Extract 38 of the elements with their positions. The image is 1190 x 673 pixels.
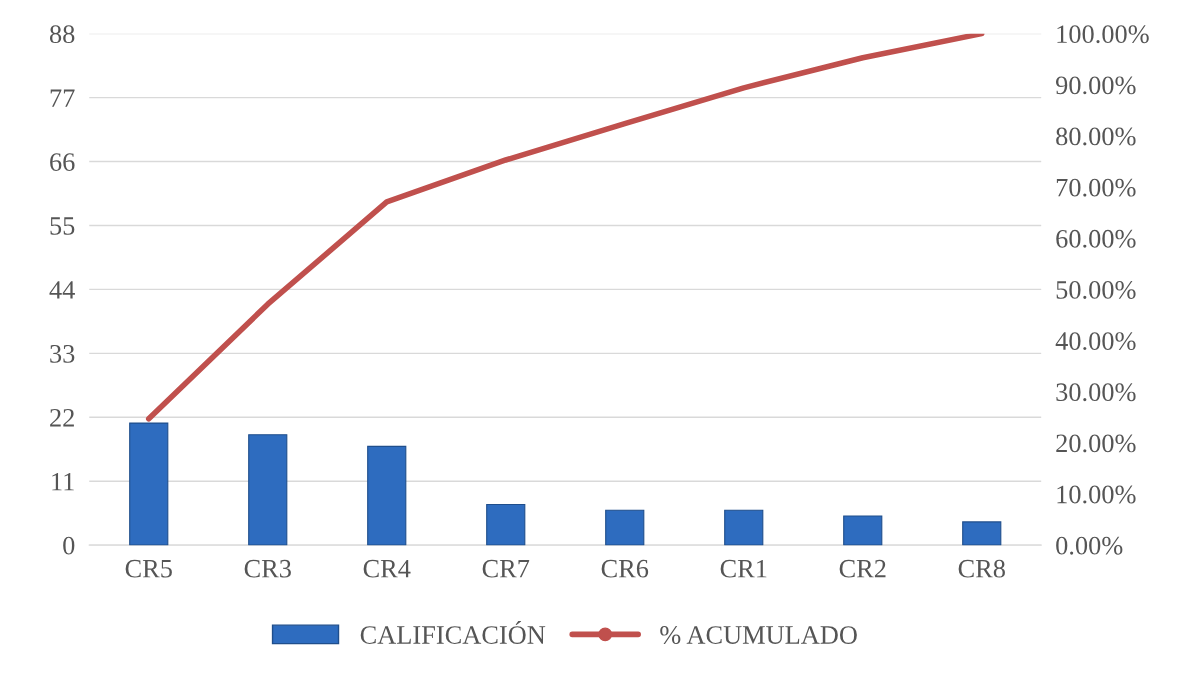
- y-tick-label: 66: [50, 153, 75, 171]
- y-tick-label: 11: [52, 472, 74, 491]
- y2-tick-label: 30.00%: [1056, 383, 1136, 402]
- y2-tick-label: 90.00%: [1055, 76, 1136, 95]
- x-tick-label: CR8: [958, 559, 1005, 578]
- legend-label: CALIFICACIÓN: [360, 621, 546, 644]
- bar: [486, 503, 526, 546]
- y2-tick-label: 50.00%: [1056, 281, 1136, 299]
- y-tick-label: 22: [50, 408, 74, 427]
- y-tick-label: 77: [50, 89, 75, 107]
- y-tick-label: 88: [49, 25, 75, 44]
- y2-tick-label: 70.00%: [1056, 178, 1136, 197]
- bar: [843, 515, 883, 546]
- x-tick-label: CR2: [839, 559, 886, 578]
- x-tick-label: CR7: [482, 559, 530, 578]
- bar: [724, 509, 764, 546]
- y2-tick-label: 20.00%: [1056, 434, 1136, 453]
- y2-tick-label: 10.00%: [1057, 485, 1136, 504]
- bar: [367, 445, 407, 546]
- x-tick-label: CR3: [244, 559, 291, 578]
- y-tick-label: 0: [63, 536, 75, 555]
- bar: [129, 422, 169, 546]
- x-tick-label: CR5: [125, 559, 172, 578]
- bar: [248, 434, 288, 546]
- legend-label: % ACUMULADO: [660, 626, 857, 644]
- x-tick-label: CR4: [363, 559, 411, 578]
- y-tick-label: 55: [50, 217, 75, 235]
- y-tick-label: 44: [49, 281, 75, 299]
- y-tick-label: 33: [50, 345, 75, 363]
- x-tick-label: CR6: [601, 559, 649, 578]
- x-tick-label: CR1: [720, 559, 767, 578]
- bar: [605, 509, 645, 546]
- y2-tick-label: 100.00%: [1057, 25, 1149, 44]
- y2-tick-label: 60.00%: [1056, 229, 1136, 248]
- y2-tick-label: 0.00%: [1056, 536, 1123, 555]
- y2-tick-label: 40.00%: [1055, 332, 1136, 351]
- y2-tick-label: 80.00%: [1056, 127, 1136, 146]
- bar: [962, 521, 1002, 546]
